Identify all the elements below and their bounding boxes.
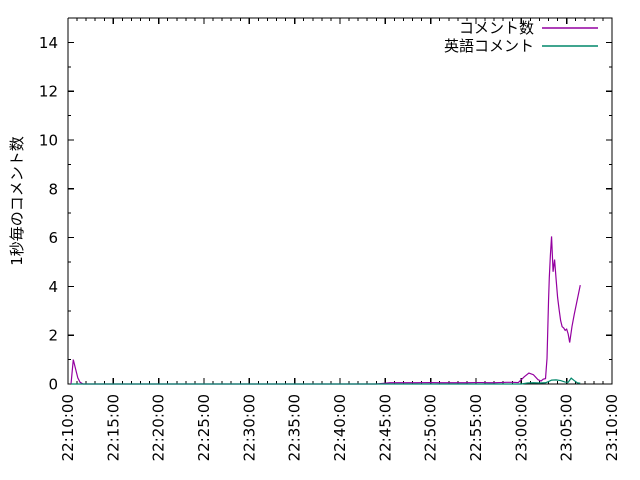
x-tick-label: 23:00:00 bbox=[512, 394, 530, 461]
y-tick-label: 8 bbox=[48, 180, 58, 198]
data-series-group bbox=[70, 236, 581, 385]
x-tick-label: 22:30:00 bbox=[240, 394, 258, 461]
x-tick-label: 22:25:00 bbox=[195, 394, 213, 461]
x-tick-label: 22:40:00 bbox=[331, 394, 349, 461]
y-axis-tick-labels: 0 2 4 6 8 10 12 14 bbox=[39, 34, 58, 394]
series-line-2 bbox=[71, 377, 581, 385]
x-tick-label: 22:50:00 bbox=[422, 394, 440, 461]
legend-label-1: コメント数 bbox=[459, 19, 534, 37]
y-tick-label: 4 bbox=[48, 278, 58, 296]
y-tick-label: 14 bbox=[39, 34, 58, 52]
y-axis-title: 1秒毎のコメント数 bbox=[8, 136, 26, 266]
plot-frame-border bbox=[67, 17, 613, 385]
x-tick-label: 23:10:00 bbox=[603, 394, 621, 461]
legend-label-2: 英語コメント bbox=[444, 37, 534, 55]
x-tick-label: 23:05:00 bbox=[558, 394, 576, 461]
x-tick-label: 22:55:00 bbox=[467, 394, 485, 461]
y-tick-label: 0 bbox=[48, 376, 58, 394]
y-tick-label: 6 bbox=[48, 229, 58, 247]
y-tick-label: 2 bbox=[48, 327, 58, 345]
x-tick-label: 22:15:00 bbox=[104, 394, 122, 461]
y-tick-label: 12 bbox=[39, 83, 58, 101]
x-tick-label: 22:20:00 bbox=[150, 394, 168, 461]
y-tick-label: 10 bbox=[39, 132, 58, 150]
x-tick-label: 22:35:00 bbox=[286, 394, 304, 461]
x-tick-label: 22:45:00 bbox=[376, 394, 394, 461]
x-tick-label: 22:10:00 bbox=[59, 394, 77, 461]
x-axis-tick-labels: 22:10:00 22:15:00 22:20:00 22:25:00 22:30:00… bbox=[59, 394, 621, 461]
